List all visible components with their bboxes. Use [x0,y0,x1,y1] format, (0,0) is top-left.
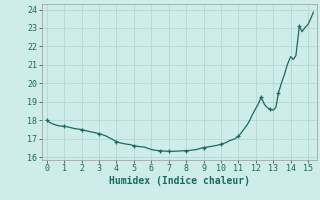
X-axis label: Humidex (Indice chaleur): Humidex (Indice chaleur) [109,176,250,186]
